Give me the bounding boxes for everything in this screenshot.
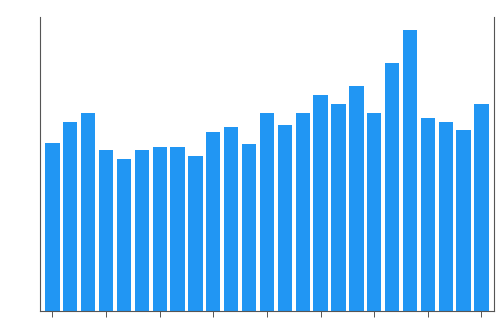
- Bar: [349, 86, 363, 311]
- Bar: [63, 122, 77, 311]
- Bar: [135, 150, 149, 311]
- Bar: [99, 150, 113, 311]
- Bar: [224, 127, 239, 311]
- Bar: [81, 113, 95, 311]
- Bar: [403, 30, 417, 311]
- Bar: [439, 122, 453, 311]
- Bar: [153, 147, 167, 311]
- Bar: [277, 125, 292, 311]
- Bar: [206, 132, 221, 311]
- Bar: [457, 130, 471, 311]
- Bar: [45, 143, 59, 311]
- Bar: [475, 104, 489, 311]
- Bar: [385, 63, 399, 311]
- Bar: [421, 118, 435, 311]
- Bar: [171, 147, 185, 311]
- Bar: [188, 157, 203, 311]
- Bar: [367, 113, 381, 311]
- Bar: [117, 159, 131, 311]
- Bar: [331, 104, 346, 311]
- Bar: [242, 144, 256, 311]
- Bar: [313, 95, 328, 311]
- Bar: [295, 113, 310, 311]
- Bar: [260, 113, 274, 311]
